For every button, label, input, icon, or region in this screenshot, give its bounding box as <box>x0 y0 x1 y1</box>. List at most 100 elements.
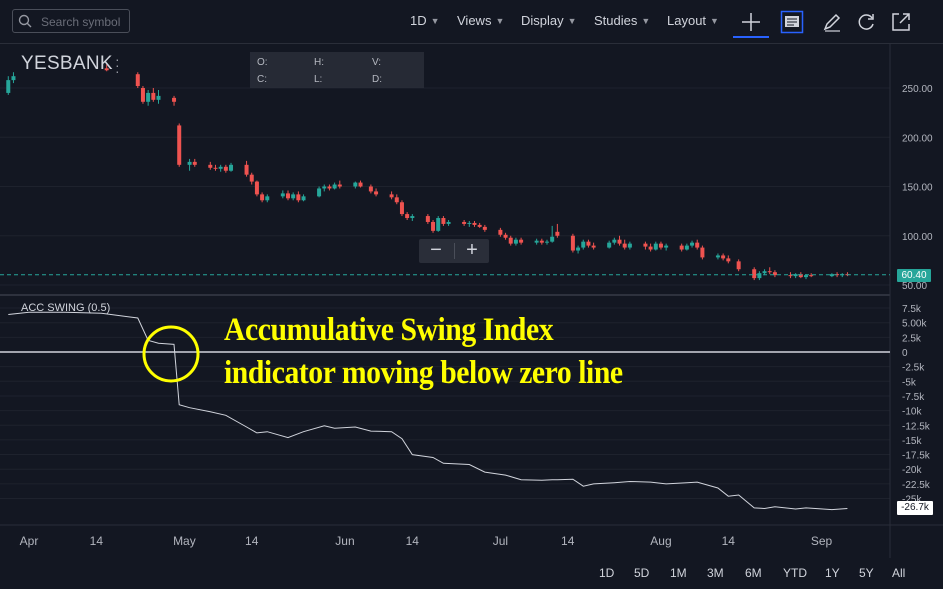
candle-body <box>218 166 223 169</box>
candle-body <box>441 218 446 224</box>
time-axis-label: 14 <box>245 534 259 548</box>
display-label: Display <box>521 13 564 28</box>
candle-body <box>772 272 777 276</box>
price-axis-label: 100.00 <box>902 232 933 243</box>
candle-body <box>721 255 726 259</box>
candle-body <box>477 224 482 227</box>
candle-body <box>462 221 467 224</box>
last-price-badge: 60.40 <box>897 268 931 282</box>
time-axis-label: Sep <box>811 534 833 548</box>
candle-body <box>436 218 441 231</box>
candle-body <box>135 74 140 87</box>
candle-body <box>296 194 301 201</box>
candle-body <box>389 194 394 198</box>
range-button-5d[interactable]: 5D <box>634 566 650 580</box>
range-button-6m[interactable]: 6M <box>745 566 762 580</box>
search-input[interactable] <box>39 12 131 32</box>
candle-body <box>715 255 720 258</box>
layout-dropdown[interactable]: Layout ▼ <box>667 13 719 28</box>
candle-body <box>513 239 518 244</box>
indicator-label[interactable]: ACC SWING (0.5) <box>21 302 111 314</box>
chevron-down-icon: ▼ <box>495 16 505 26</box>
time-axis-label: Aug <box>650 534 671 548</box>
grid-lines <box>0 87 890 499</box>
range-button-1y[interactable]: 1Y <box>825 566 840 580</box>
asi-axis-label: -2.5k <box>902 363 925 374</box>
popout-icon[interactable] <box>889 10 913 34</box>
candle-body <box>576 247 581 251</box>
range-button-1m[interactable]: 1M <box>670 566 687 580</box>
draw-pencil-icon[interactable] <box>820 10 844 34</box>
ohlc-change: D: <box>372 74 382 85</box>
highlight-circle <box>142 325 200 383</box>
candle-body <box>534 240 539 243</box>
candle-body <box>405 214 410 219</box>
range-button-all[interactable]: All <box>892 566 906 580</box>
candle-body <box>762 271 767 274</box>
asi-axis-label: 0 <box>902 348 908 359</box>
candle-body <box>586 241 591 246</box>
candle-body <box>809 275 814 277</box>
candle-body <box>187 161 192 165</box>
interval-dropdown[interactable]: 1D ▼ <box>410 13 440 28</box>
studies-dropdown[interactable]: Studies ▼ <box>594 13 650 28</box>
chevron-down-icon: ▼ <box>710 16 719 26</box>
asi-series-line <box>8 311 848 511</box>
last-asi-badge: -26.7k <box>897 501 933 516</box>
candle-body <box>570 235 575 251</box>
candle-body <box>736 261 741 270</box>
price-axis-label: 200.00 <box>902 133 933 144</box>
candle-body <box>648 246 653 250</box>
chart-details-icon[interactable] <box>780 10 804 34</box>
candle-body <box>394 197 399 203</box>
candle-body <box>332 184 337 189</box>
candle-body <box>223 166 228 171</box>
ohlc-high: H: <box>314 57 324 68</box>
candle-body <box>835 274 840 276</box>
symbol-menu-icon[interactable]: · · · <box>115 51 120 79</box>
time-axis-label: May <box>173 534 196 548</box>
display-dropdown[interactable]: Display ▼ <box>521 13 577 28</box>
range-button-5y[interactable]: 5Y <box>859 566 874 580</box>
candle-body <box>550 236 555 242</box>
candle-body <box>213 167 218 169</box>
candle-body <box>244 164 249 175</box>
asi-axis-label: -22.5k <box>902 480 931 491</box>
candle-body <box>156 95 161 100</box>
views-label: Views <box>457 13 492 28</box>
candle-body <box>679 245 684 250</box>
zoom-in-button[interactable]: + <box>466 239 478 261</box>
asi-axis-label: 2.5k <box>902 333 922 344</box>
candle-body <box>431 221 436 231</box>
candle-body <box>767 271 772 273</box>
ohlc-volume: V: <box>372 57 382 68</box>
range-button-1d[interactable]: 1D <box>599 566 615 580</box>
crosshair-icon[interactable] <box>739 10 763 34</box>
zoom-out-button[interactable]: − <box>430 239 442 261</box>
search-icon <box>18 14 32 28</box>
range-button-3m[interactable]: 3M <box>707 566 724 580</box>
asi-axis-label: -10k <box>902 407 922 418</box>
views-dropdown[interactable]: Views ▼ <box>457 13 504 28</box>
candle-body <box>399 202 404 215</box>
candle-body <box>446 221 451 224</box>
search-box[interactable] <box>12 9 131 33</box>
annotation-line-2: indicator moving below zero line <box>224 355 623 391</box>
top-toolbar: 1D▼ Views▼ Display▼ Studies▼ Layout▼ <box>0 0 943 44</box>
candle-body <box>482 226 487 230</box>
candle-body <box>804 275 808 278</box>
candle-body <box>658 243 663 248</box>
asi-axis-label: 7.5k <box>902 304 922 315</box>
candle-body <box>425 216 430 222</box>
candle-body <box>327 186 332 189</box>
time-axis-label: 14 <box>406 534 420 548</box>
range-button-ytd[interactable]: YTD <box>783 566 807 580</box>
candle-body <box>467 222 472 224</box>
candle-body <box>301 196 306 201</box>
candle-body <box>374 191 379 195</box>
ohlc-close: C: <box>257 74 267 85</box>
candle-body <box>291 194 296 199</box>
reset-icon[interactable] <box>855 10 879 34</box>
candle-body <box>757 273 762 279</box>
